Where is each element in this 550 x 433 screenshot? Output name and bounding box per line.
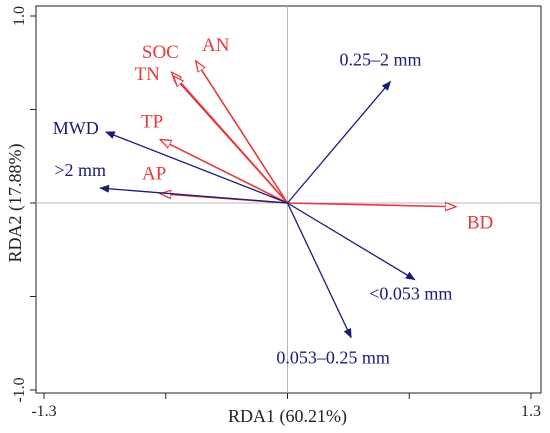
vector-label-ap: AP bbox=[142, 164, 166, 185]
x-tick-label-0: -1.3 bbox=[31, 403, 56, 420]
vector-label-tp: TP bbox=[141, 111, 163, 132]
x-axis-title: RDA1 (60.21%) bbox=[228, 406, 347, 427]
vector-2-mm bbox=[99, 184, 288, 204]
vector-an bbox=[196, 61, 289, 204]
vector-label-0-053-mm: <0.053 mm bbox=[369, 284, 452, 304]
vector-tp bbox=[160, 139, 288, 204]
vector-label-bd: BD bbox=[467, 213, 493, 234]
plot-frame bbox=[35, 5, 542, 394]
vector-0-053-mm bbox=[287, 202, 416, 281]
vector-mwd bbox=[105, 131, 288, 204]
y-tick-label-0: 1.0 bbox=[11, 6, 28, 26]
vector-label-0-053-0-25-mm: 0.053–0.25 mm bbox=[276, 348, 390, 368]
vector-label-an: AN bbox=[202, 35, 230, 56]
vector-bd bbox=[287, 203, 457, 207]
vector-tn bbox=[173, 76, 289, 204]
vector-0-25-2-mm bbox=[287, 80, 392, 204]
vector-label-mwd: MWD bbox=[53, 118, 99, 138]
vector-label-2-mm: >2 mm bbox=[54, 160, 106, 180]
x-tick-label-1: 1.3 bbox=[521, 403, 541, 420]
vector-label-tn: TN bbox=[135, 64, 161, 85]
vector-label-0-25-2-mm: 0.25–2 mm bbox=[340, 49, 422, 69]
y-axis-title: RDA2 (17.88%) bbox=[5, 144, 26, 263]
vector-label-soc: SOC bbox=[142, 42, 179, 63]
y-tick-label-1: -1.0 bbox=[11, 377, 28, 402]
vector-0-053-0-25-mm bbox=[286, 202, 352, 339]
